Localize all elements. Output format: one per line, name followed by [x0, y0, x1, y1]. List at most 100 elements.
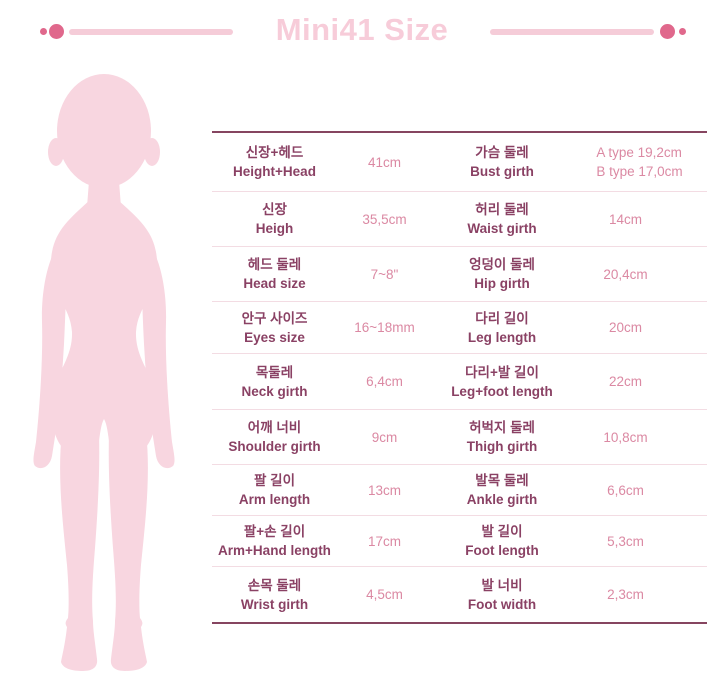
measurement-value-right: 14cm	[608, 211, 642, 227]
label-english: Ankle girth	[466, 492, 538, 507]
neck	[86, 168, 122, 220]
measurement-value-left: 9cm	[371, 429, 398, 445]
measurement-value-right: 20,4cm	[603, 266, 648, 282]
measurement-value-left: 13cm	[367, 482, 401, 498]
label-korean: 허벅지 둘레	[469, 420, 535, 435]
decorative-dot-large-left	[49, 24, 64, 39]
label-korean: 팔 길이	[253, 473, 295, 488]
measurement-label-left: 팔+손 길이 Arm+Hand length	[212, 522, 337, 560]
torso	[50, 194, 158, 448]
measurement-value-right: 2,3cm	[607, 587, 644, 602]
measurement-label-right: 발목 둘레 Ankle girth	[432, 471, 572, 509]
label-english: Bust girth	[470, 164, 534, 179]
header: Mini41 Size	[0, 0, 724, 62]
label-english: Heigh	[255, 221, 294, 236]
table-row: 팔 길이 Arm length 13cm 발목 둘레 Ankle girth 6…	[212, 465, 707, 516]
measurement-value-right: 20cm	[608, 320, 642, 335]
ear-left	[48, 138, 64, 166]
measurement-label-left: 신장+헤드 Height+Head	[212, 143, 337, 181]
label-korean: 목둘레	[255, 364, 294, 380]
label-korean: 다리 길이	[475, 310, 529, 326]
table-row: 어깨 너비 Shoulder girth 9cm 허벅지 둘레 Thigh gi…	[212, 410, 707, 465]
label-korean: 안구 사이즈	[241, 310, 308, 326]
label-english: Shoulder girth	[228, 439, 321, 454]
label-english: Leg length	[467, 329, 537, 345]
leg-right	[108, 432, 148, 671]
decorative-dot-small-right	[679, 28, 686, 35]
label-korean: 어깨 너비	[247, 420, 302, 435]
table-row: 안구 사이즈 Eyes size 16~18mm 다리 길이 Leg lengt…	[212, 302, 707, 354]
head	[57, 74, 151, 188]
table-row: 신장+헤드 Height+Head 41cm 가슴 둘레 Bust girth …	[212, 133, 707, 192]
measurement-value-left: 4,5cm	[366, 587, 403, 602]
measurement-value-left: 6,4cm	[366, 374, 403, 389]
measurement-label-right: 다리 길이 Leg length	[432, 309, 572, 347]
bust-girth-values: A type 19,2cm B type 17,0cm	[596, 143, 682, 181]
measurement-value-right: 5,3cm	[607, 533, 644, 549]
measurement-label-right: 허벅지 둘레 Thigh girth	[432, 418, 572, 456]
measurement-label-left: 신장 Heigh	[212, 200, 337, 238]
table-row: 목둘레 Neck girth 6,4cm 다리+발 길이 Leg+foot le…	[212, 354, 707, 410]
measurement-label-left: 어깨 너비 Shoulder girth	[212, 418, 337, 456]
measurement-label-left: 팔 길이 Arm length	[212, 471, 337, 509]
measurement-label-right: 엉덩이 둘레 Hip girth	[432, 255, 572, 293]
label-english: Hip girth	[474, 276, 530, 291]
measurement-value-right: A type 19,2cm B type 17,0cm	[572, 143, 707, 181]
measurement-label-right: 발 너비 Foot width	[432, 576, 572, 614]
label-english: Neck girth	[241, 383, 308, 399]
decorative-line-left	[69, 29, 233, 35]
measurement-label-right: 가슴 둘레 Bust girth	[432, 143, 572, 181]
measurement-value-left: 35,5cm	[362, 211, 407, 227]
measurement-value-left: 7~8"	[370, 266, 399, 282]
label-english: Foot width	[467, 596, 537, 612]
table-row: 손목 둘레 Wrist girth 4,5cm 발 너비 Foot width …	[212, 567, 707, 622]
measurement-value-left: 16~18mm	[354, 320, 415, 335]
label-korean: 신장	[262, 202, 287, 217]
label-korean: 팔+손 길이	[243, 524, 306, 539]
measurement-label-right: 발 길이 Foot length	[432, 522, 572, 560]
label-english: Leg+foot length	[451, 383, 553, 399]
label-korean: 허리 둘레	[475, 202, 529, 217]
label-korean: 엉덩이 둘레	[469, 257, 535, 272]
leg-left	[60, 432, 100, 671]
label-english: Height+Head	[233, 164, 316, 179]
size-table: 신장+헤드 Height+Head 41cm 가슴 둘레 Bust girth …	[212, 131, 707, 624]
label-korean: 발 길이	[481, 524, 523, 539]
label-korean: 다리+발 길이	[465, 364, 539, 380]
label-korean: 신장+헤드	[245, 145, 304, 160]
label-korean: 손목 둘레	[247, 577, 302, 593]
label-english: Wrist girth	[240, 596, 309, 612]
value-type-b: B type 17,0cm	[596, 164, 683, 179]
arm-right	[141, 236, 175, 469]
label-english: Arm+Hand length	[218, 543, 331, 558]
table-row: 팔+손 길이 Arm+Hand length 17cm 발 길이 Foot le…	[212, 516, 707, 567]
table-row: 헤드 둘레 Head size 7~8" 엉덩이 둘레 Hip girth 20…	[212, 247, 707, 302]
ear-right	[144, 138, 160, 166]
decorative-dot-small-left	[40, 28, 47, 35]
measurement-value-right: 6,6cm	[607, 482, 644, 498]
label-english: Foot length	[465, 543, 539, 558]
value-type-a: A type 19,2cm	[596, 145, 682, 160]
arm-left	[33, 236, 67, 469]
label-korean: 헤드 둘레	[247, 257, 302, 272]
label-english: Head size	[243, 276, 306, 291]
measurement-label-left: 헤드 둘레 Head size	[212, 255, 337, 293]
measurement-label-left: 목둘레 Neck girth	[212, 363, 337, 401]
measurement-value-right: 22cm	[608, 374, 642, 389]
measurement-value-left: 17cm	[367, 533, 401, 549]
measurement-value-right: 10,8cm	[603, 429, 648, 445]
label-korean: 발목 둘레	[475, 473, 529, 488]
measurement-label-left: 손목 둘레 Wrist girth	[212, 576, 337, 614]
measurement-label-right: 다리+발 길이 Leg+foot length	[432, 363, 572, 401]
label-korean: 가슴 둘레	[475, 145, 529, 160]
table-row: 신장 Heigh 35,5cm 허리 둘레 Waist girth 14cm	[212, 192, 707, 247]
decorative-dot-large-right	[660, 24, 675, 39]
label-english: Thigh girth	[466, 439, 538, 454]
label-english: Arm length	[238, 492, 311, 507]
decorative-line-right	[490, 29, 654, 35]
label-english: Eyes size	[244, 329, 305, 345]
measurement-label-right: 허리 둘레 Waist girth	[432, 200, 572, 238]
label-english: Waist girth	[467, 221, 537, 236]
measurement-value-left: 41cm	[367, 154, 401, 170]
